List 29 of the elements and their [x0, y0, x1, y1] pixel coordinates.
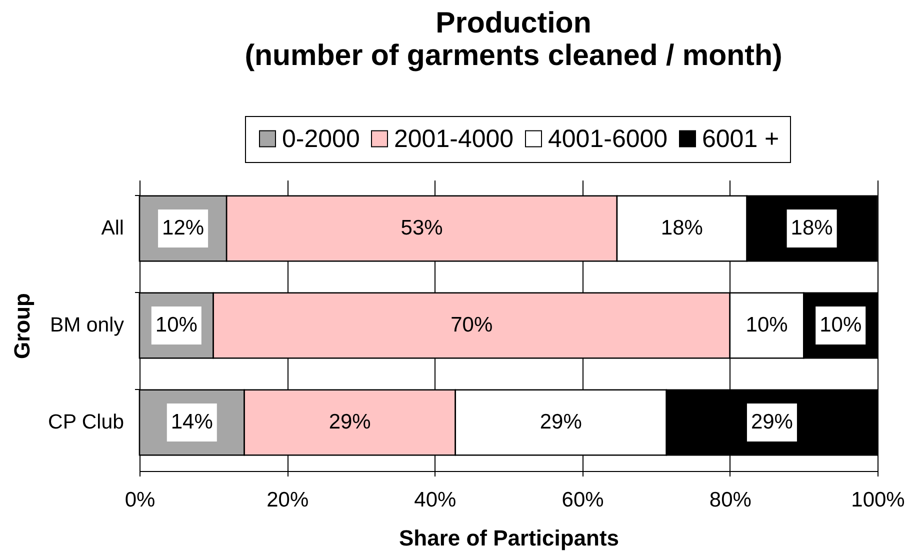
x-tick-label: 40%: [414, 488, 456, 512]
x-tick-label: 80%: [709, 488, 752, 512]
y-tick-label: BM only: [50, 314, 125, 336]
x-tick-label: 20%: [266, 488, 309, 512]
data-label: 29%: [750, 410, 793, 434]
data-label: 14%: [170, 410, 213, 434]
data-label: 70%: [450, 314, 493, 336]
data-label: 10%: [746, 314, 788, 336]
chart-subtitle: (number of garments cleaned / month): [244, 39, 782, 72]
legend-label: 6001 +: [702, 124, 780, 153]
x-tick-label: 100%: [851, 488, 905, 512]
data-label: 10%: [155, 314, 198, 336]
x-tick-label: 60%: [562, 488, 604, 512]
data-label: 53%: [400, 216, 443, 240]
data-label: 10%: [820, 314, 862, 336]
legend-label: 4001-6000: [548, 124, 668, 153]
data-label: 29%: [328, 410, 371, 434]
legend-label: 2001-4000: [394, 124, 514, 153]
data-label: 29%: [540, 410, 582, 434]
data-label: 12%: [162, 216, 204, 240]
data-label: 18%: [790, 216, 833, 240]
y-tick-label: All: [101, 216, 124, 240]
data-label: 18%: [660, 216, 703, 240]
chart-title: Production: [436, 6, 592, 40]
y-tick-label: CP Club: [48, 410, 124, 434]
y-axis-title: Group: [10, 293, 35, 359]
x-axis-title: Share of Participants: [398, 526, 620, 550]
x-tick-label: 0%: [124, 488, 156, 512]
legend-label: 0-2000: [282, 124, 360, 153]
